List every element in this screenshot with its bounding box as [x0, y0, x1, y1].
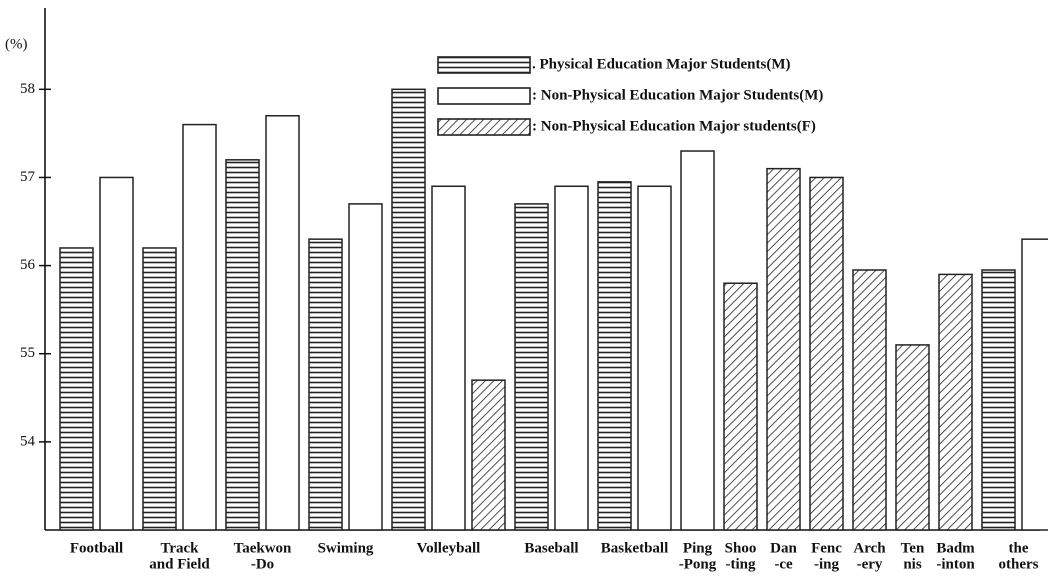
bar: [59, 247, 94, 531]
legend-label: : Non-Physical Education Major students(…: [532, 118, 816, 134]
x-tick-label: Baseball: [524, 540, 578, 556]
x-tick-label: -ing: [814, 556, 840, 572]
x-tick-label: Badm: [936, 540, 975, 556]
bar: [597, 181, 632, 531]
x-tick-label: Taekwon: [234, 540, 292, 556]
bar: [391, 88, 426, 531]
bar: [431, 185, 466, 531]
bar: [225, 159, 260, 531]
y-tick-label: 57: [20, 169, 36, 185]
x-tick-label: -ce: [774, 556, 793, 572]
y-tick-label: 58: [20, 81, 35, 97]
bar: [938, 273, 973, 531]
x-tick-label: Ten: [901, 540, 925, 556]
x-tick-label: Track: [160, 540, 199, 556]
x-tick-label: Volleyball: [417, 540, 481, 556]
y-tick-label: 55: [20, 345, 35, 361]
y-tick-label: 56: [20, 257, 36, 273]
x-tick-label: -Do: [251, 556, 274, 572]
x-tick-label: Basketball: [601, 540, 669, 556]
bar: [348, 203, 383, 531]
bar: [142, 247, 177, 531]
legend-swatch: [437, 87, 531, 105]
bar: [981, 269, 1016, 531]
x-tick-label: and Field: [149, 556, 210, 572]
bar: [766, 167, 801, 531]
bar: [308, 238, 343, 531]
y-axis-label: (%): [5, 36, 28, 52]
bar: [809, 176, 844, 531]
legend-swatch: [437, 118, 531, 136]
bar: [680, 150, 715, 531]
x-tick-label: -ting: [726, 556, 757, 572]
x-tick-label: the: [1009, 540, 1029, 556]
bar: [471, 379, 506, 531]
legend-swatch: [437, 56, 531, 74]
x-tick-label: Arch: [853, 540, 886, 556]
x-tick-label: Shoo: [725, 540, 757, 556]
bar: [99, 176, 134, 531]
bar: [265, 115, 300, 531]
bar: [637, 185, 672, 531]
x-tick-label: -inton: [936, 556, 975, 572]
x-tick-label: Swiming: [318, 540, 374, 556]
x-tick-label: others: [999, 556, 1039, 572]
y-tick-label: 54: [20, 433, 36, 449]
x-tick-label: nis: [903, 556, 922, 572]
bar: [1021, 238, 1048, 531]
bar: [182, 123, 217, 531]
x-tick-label: -ery: [857, 556, 883, 572]
x-tick-label: Fenc: [811, 540, 842, 556]
bar: [723, 282, 758, 531]
bar: [514, 203, 549, 531]
legend-label: : Non-Physical Education Major Students(…: [532, 87, 823, 103]
x-tick-label: Ping: [683, 540, 713, 556]
x-tick-label: Football: [70, 540, 123, 556]
bar: [852, 269, 887, 531]
bar: [554, 185, 589, 531]
x-tick-label: -Pong: [679, 556, 717, 572]
bar: [895, 344, 930, 531]
legend-label: . Physical Education Major Students(M): [532, 56, 790, 72]
x-tick-label: Dan: [770, 540, 797, 556]
